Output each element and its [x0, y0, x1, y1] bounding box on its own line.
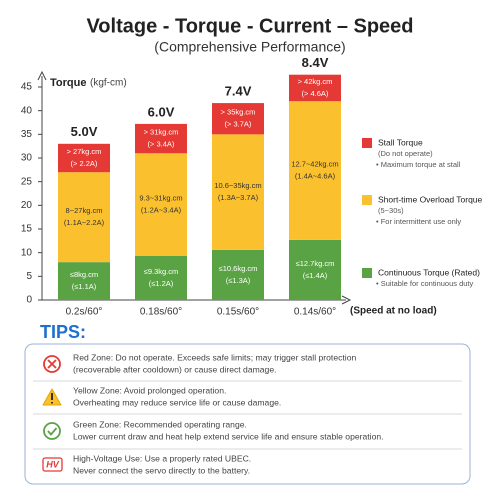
bar-label: ≤8kg.cm: [70, 270, 98, 279]
y-tick-label: 30: [21, 153, 33, 164]
chart-subtitle: (Comprehensive Performance): [154, 39, 345, 55]
bar-current-label: (1.3A~3.7A): [218, 193, 259, 202]
y-tick-label: 15: [21, 224, 33, 235]
bar-segment: [289, 239, 341, 300]
legend-label: Stall Torque: [378, 137, 423, 147]
bar-label: 8~27kg.cm: [66, 206, 103, 215]
bar-label: > 31kg.cm: [144, 128, 179, 137]
x-tick-label: 0.15s/60°: [217, 307, 259, 318]
voltage-label: 6.0V: [148, 104, 175, 119]
bar-current-label: (1.1A~2.2A): [64, 218, 105, 227]
bar-segment: [135, 255, 187, 300]
tip-text: Yellow Zone: Avoid prolonged operation.: [73, 385, 226, 395]
bar-label: ≤12.7kg.cm: [296, 259, 335, 268]
voltage-label: 8.4V: [302, 55, 329, 70]
legend-label: Short-time Overload Torque: [378, 194, 483, 204]
y-tick-label: 20: [21, 200, 33, 211]
x-tick-label: 0.14s/60°: [294, 307, 336, 318]
bar-segment: [58, 262, 110, 300]
y-tick-label: 25: [21, 176, 33, 187]
bar-segment: [212, 103, 264, 135]
y-tick-label: 45: [21, 82, 33, 93]
bar-current-label: (> 3.4A): [148, 140, 175, 149]
legend-description: • Maximum torque at stall: [376, 160, 461, 169]
bar-label: > 35kg.cm: [221, 108, 256, 117]
y-axis-unit: (kgf-cm): [90, 78, 127, 89]
bar-segment: [135, 153, 187, 256]
bar-segment: [135, 123, 187, 154]
bar-label: 12.7~42kg.cm: [291, 160, 338, 169]
y-tick-label: 10: [21, 247, 33, 258]
bar-segment: [212, 134, 264, 250]
icon-check: [43, 422, 61, 440]
y-tick-label: 40: [21, 105, 33, 116]
bar-current-label: (≤1.4A): [303, 271, 328, 280]
bar-segment: [289, 74, 341, 102]
tip-text: (recoverable after cooldown) or cause di…: [73, 364, 277, 374]
voltage-label: 5.0V: [71, 124, 98, 139]
bar-current-label: (> 2.2A): [71, 159, 98, 168]
legend-label: Continuous Torque (Rated): [378, 267, 480, 277]
bar-current-label: (1.4A~4.6A): [295, 172, 336, 181]
chart-title: Voltage - Torque - Current – Speed: [86, 15, 413, 37]
tip-text: Green Zone: Recommended operating range.: [73, 419, 247, 429]
voltage-label: 7.4V: [225, 84, 252, 99]
bar-current-label: (≤1.3A): [226, 276, 251, 285]
bar-label: > 42kg.cm: [298, 77, 333, 86]
bar-current-label: (≤1.1A): [72, 282, 97, 291]
legend-swatch: [362, 268, 372, 278]
legend-note: (Do not operate): [378, 149, 433, 158]
legend-note: (5~30s): [378, 206, 404, 215]
bar-label: 10.6~35kg.cm: [214, 181, 261, 190]
bar-current-label: (1.2A~3.4A): [141, 206, 182, 215]
bar-current-label: (≤1.2A): [149, 279, 174, 288]
bar-label: ≤10.6kg.cm: [219, 264, 258, 273]
bar-label: ≤9.3kg.cm: [144, 267, 179, 276]
bar-segment: [58, 143, 110, 173]
icon-hv-text: HV: [46, 459, 59, 469]
bar-segment: [58, 172, 110, 263]
bar-segment: [289, 101, 341, 240]
x-axis-label: (Speed at no load): [350, 306, 437, 317]
icon-warning: [42, 388, 62, 406]
x-tick-label: 0.2s/60°: [66, 307, 103, 318]
bar-current-label: (> 3.7A): [225, 120, 252, 129]
bar-current-label: (> 4.6A): [302, 89, 329, 98]
legend-swatch: [362, 138, 372, 148]
tip-text: Red Zone: Do not operate. Exceeds safe l…: [73, 352, 356, 362]
y-axis-arrow: [37, 70, 47, 81]
tip-text: Never connect the servo directly to the …: [73, 465, 250, 475]
bar-label: 9.3~31kg.cm: [139, 194, 182, 203]
tip-text: High-Voltage Use: Use a properly rated U…: [73, 453, 251, 463]
tips-title: TIPS:: [40, 322, 86, 342]
x-axis-arrow: [341, 295, 352, 305]
bar-label: > 27kg.cm: [67, 147, 102, 156]
legend-description: • For intermittent use only: [376, 217, 461, 226]
y-axis-label: Torque: [50, 77, 86, 89]
x-tick-label: 0.18s/60°: [140, 307, 182, 318]
y-tick-label: 35: [21, 129, 33, 140]
bar-segment: [212, 249, 264, 300]
legend-description: • Suitable for continuous duty: [376, 279, 474, 288]
tip-text: Lower current draw and heat help extend …: [73, 431, 384, 441]
tip-text: Overheating may reduce service life or c…: [73, 397, 281, 407]
y-tick-label: 5: [26, 271, 32, 282]
y-tick-label: 0: [26, 295, 32, 306]
legend-swatch: [362, 195, 372, 205]
icon-stop: [43, 355, 61, 373]
icon-hv: [42, 457, 63, 472]
